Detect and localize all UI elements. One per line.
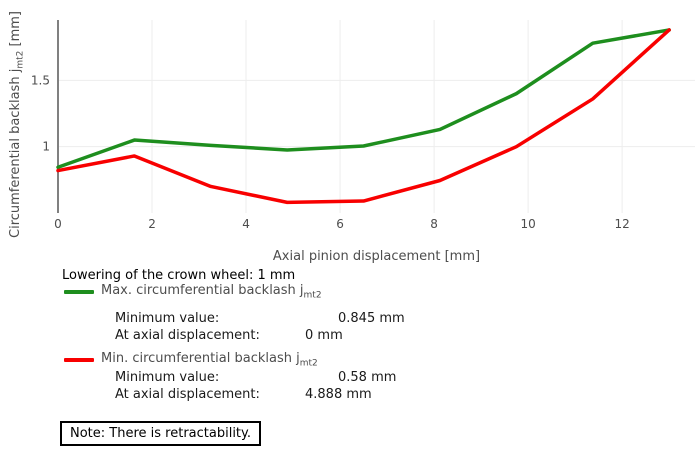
legend-header-crown-wheel: Lowering of the crown wheel: 1 mm (62, 268, 296, 283)
x-axis-title: Axial pinion displacement [mm] (272, 249, 481, 264)
legend-label-min: Min. circumferential backlash jmt2 (101, 351, 318, 369)
svg-text:1: 1 (42, 140, 50, 154)
min-axial-displacement-value: 4.888 mm (305, 387, 372, 402)
legend-label-min-text: Min. circumferential backlash j (101, 351, 300, 366)
note-box: Note: There is retractability. (60, 421, 262, 446)
min-minimum-value-label: Minimum value: (115, 370, 220, 385)
y-axis-title-unit: [mm] (8, 11, 23, 51)
legend-entry-max-backlash: Max. circumferential backlash jmt2 (64, 283, 322, 301)
legend-entry-min-backlash: Min. circumferential backlash jmt2 (64, 351, 318, 369)
max-minimum-value: 0.845 mm (338, 311, 405, 326)
svg-text:8: 8 (430, 217, 438, 231)
legend-label-max-subscript: mt2 (303, 290, 322, 301)
svg-text:4: 4 (242, 217, 250, 231)
max-minimum-value-label: Minimum value: (115, 311, 220, 326)
legend-swatch-min-red (64, 357, 94, 362)
legend-label-max-text: Max. circumferential backlash j (101, 283, 304, 298)
legend-label-min-subscript: mt2 (299, 358, 318, 369)
svg-text:2: 2 (148, 217, 156, 231)
svg-text:6: 6 (336, 217, 344, 231)
y-axis-title-subscript: mt2 (15, 50, 26, 69)
max-axial-displacement-value: 0 mm (305, 328, 343, 343)
svg-text:10: 10 (520, 217, 535, 231)
legend-label-max: Max. circumferential backlash jmt2 (101, 283, 322, 301)
min-axial-displacement-label: At axial displacement: (115, 387, 260, 402)
backlash-chart-plot: 0 2 4 6 8 10 12 1 1.5 (31, 20, 695, 231)
legend-swatch-max-green (64, 289, 94, 294)
svg-text:0: 0 (54, 217, 62, 231)
y-axis-title-text: Circumferential backlash j (8, 68, 23, 238)
svg-text:1.5: 1.5 (31, 73, 50, 87)
min-minimum-value: 0.58 mm (338, 370, 397, 385)
y-axis-title: Circumferential backlash jmt2 [mm] (8, 11, 26, 238)
max-axial-displacement-label: At axial displacement: (115, 328, 260, 343)
svg-text:12: 12 (614, 217, 629, 231)
